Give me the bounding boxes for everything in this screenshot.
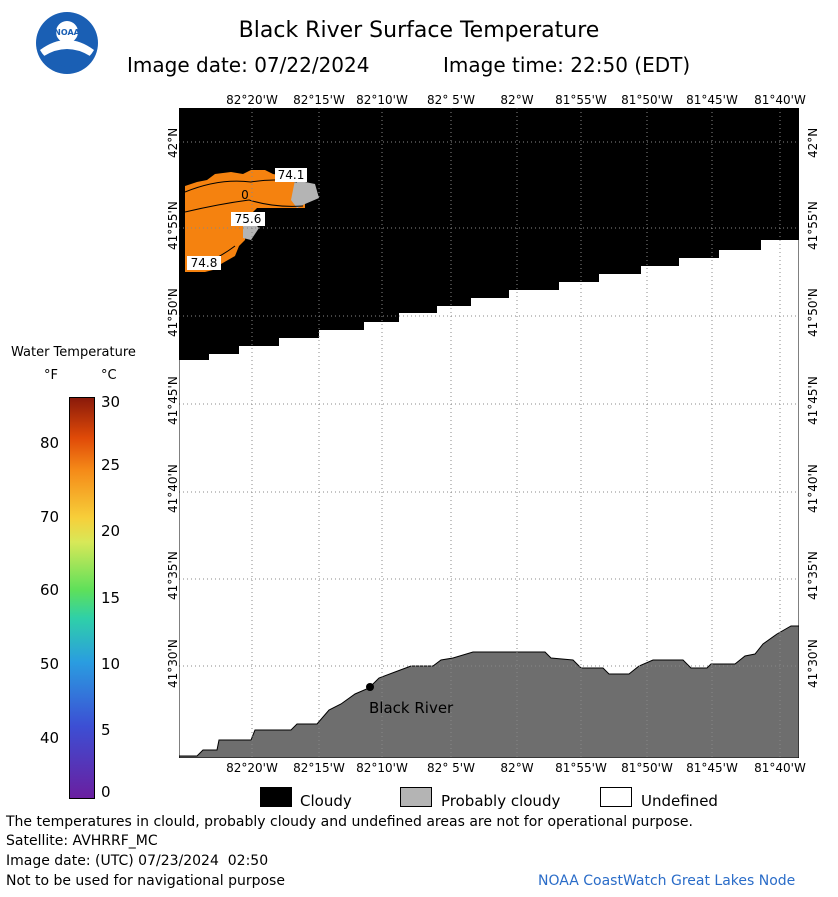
- lon-label-bottom: 81°50'W: [621, 761, 673, 775]
- lon-label-bottom: 82°20'W: [226, 761, 278, 775]
- lat-label-left: 41°30'N: [166, 639, 180, 688]
- lon-label-top: 81°55'W: [555, 93, 607, 107]
- grid-lines: [179, 108, 799, 758]
- black-river-marker: [366, 683, 374, 691]
- contour-label: 0: [241, 188, 249, 202]
- colorbar-unit-f: °F: [44, 368, 58, 383]
- colorbar-tick-c: 5: [101, 721, 111, 739]
- lat-label-right: 41°30'N: [806, 639, 820, 688]
- legend-label-undefined: Undefined: [641, 792, 718, 810]
- colorbar-tick-c: 25: [101, 456, 121, 474]
- contour-line: [184, 199, 304, 213]
- svg-text:NOAA: NOAA: [54, 28, 80, 37]
- lon-label-bottom: 82°15'W: [293, 761, 345, 775]
- lon-label-top: 82° 5'W: [427, 93, 475, 107]
- colorbar-tick-c: 30: [101, 393, 121, 411]
- colorbar-tick-f: 50: [40, 655, 60, 673]
- noaa-logo: NOAA: [36, 12, 98, 74]
- image-date-label: Image date: 07/22/2024: [127, 53, 370, 77]
- lon-label-top: 82°10'W: [356, 93, 408, 107]
- image-time-label: Image time: 22:50 (EDT): [443, 53, 691, 77]
- land-area: [179, 625, 799, 758]
- colorbar-tick-f: 60: [40, 581, 60, 599]
- lon-label-bottom: 81°55'W: [555, 761, 607, 775]
- lat-label-right: 41°50'N: [806, 288, 820, 337]
- lon-label-top: 81°45'W: [686, 93, 738, 107]
- legend-label-cloudy: Cloudy: [300, 792, 352, 810]
- lon-label-top: 82°15'W: [293, 93, 345, 107]
- lat-label-left: 41°35'N: [166, 551, 180, 600]
- lat-label-right: 41°45'N: [806, 376, 820, 425]
- colorbar-title: Water Temperature: [11, 345, 136, 360]
- map-title: Black River Surface Temperature: [238, 18, 600, 43]
- lon-label-top: 82°W: [500, 93, 534, 107]
- lat-label-left: 42°N: [166, 127, 180, 158]
- lon-label-bottom: 81°40'W: [754, 761, 806, 775]
- colorbar-unit-c: °C: [101, 368, 117, 383]
- colorbar: [69, 397, 95, 799]
- place-label-black-river: Black River: [369, 699, 454, 717]
- colorbar-tick-c: 15: [101, 589, 121, 607]
- lon-label-top: 81°50'W: [621, 93, 673, 107]
- lat-label-left: 41°40'N: [166, 464, 180, 513]
- colorbar-tick-c: 0: [101, 783, 111, 801]
- legend-swatch-cloudy: [260, 787, 292, 807]
- lon-label-bottom: 82°W: [500, 761, 534, 775]
- footer-credit: NOAA CoastWatch Great Lakes Node: [538, 873, 796, 889]
- lon-label-bottom: 82° 5'W: [427, 761, 475, 775]
- contour-label: 74.1: [278, 168, 305, 182]
- lat-label-right: 41°35'N: [806, 551, 820, 600]
- map-panel: 74.1 0 75.6 74.8 Black River: [179, 108, 799, 758]
- footer-satellite: Satellite: AVHRRF_MC: [6, 833, 158, 849]
- lat-label-left: 41°55'N: [166, 201, 180, 250]
- lat-label-left: 41°50'N: [166, 288, 180, 337]
- probably-cloudy-patch: [243, 222, 259, 240]
- contour-label: 75.6: [235, 212, 262, 226]
- lat-label-right: 42°N: [806, 127, 820, 158]
- legend-label-probably-cloudy: Probably cloudy: [441, 792, 561, 810]
- lon-label-top: 82°20'W: [226, 93, 278, 107]
- colorbar-tick-c: 10: [101, 655, 121, 673]
- probably-cloudy-patch: [291, 180, 319, 208]
- colorbar-tick-f: 40: [40, 729, 60, 747]
- colorbar-tick-f: 70: [40, 508, 60, 526]
- cloud-area: [179, 108, 799, 360]
- footer-navigation-note: Not to be used for navigational purpose: [6, 873, 285, 889]
- footer-disclaimer: The temperatures in clould, probably clo…: [6, 814, 693, 830]
- lon-label-bottom: 82°10'W: [356, 761, 408, 775]
- legend-swatch-probably-cloudy: [400, 787, 432, 807]
- colorbar-tick-f: 80: [40, 434, 60, 452]
- legend-swatch-undefined: [600, 787, 632, 807]
- footer-utc-date: Image date: (UTC) 07/23/2024 02:50: [6, 853, 269, 869]
- lon-label-top: 81°40'W: [754, 93, 806, 107]
- lat-label-right: 41°55'N: [806, 201, 820, 250]
- lat-label-left: 41°45'N: [166, 376, 180, 425]
- lon-label-bottom: 81°45'W: [686, 761, 738, 775]
- lat-label-right: 41°40'N: [806, 464, 820, 513]
- contour-label: 74.8: [191, 256, 218, 270]
- colorbar-tick-c: 20: [101, 522, 121, 540]
